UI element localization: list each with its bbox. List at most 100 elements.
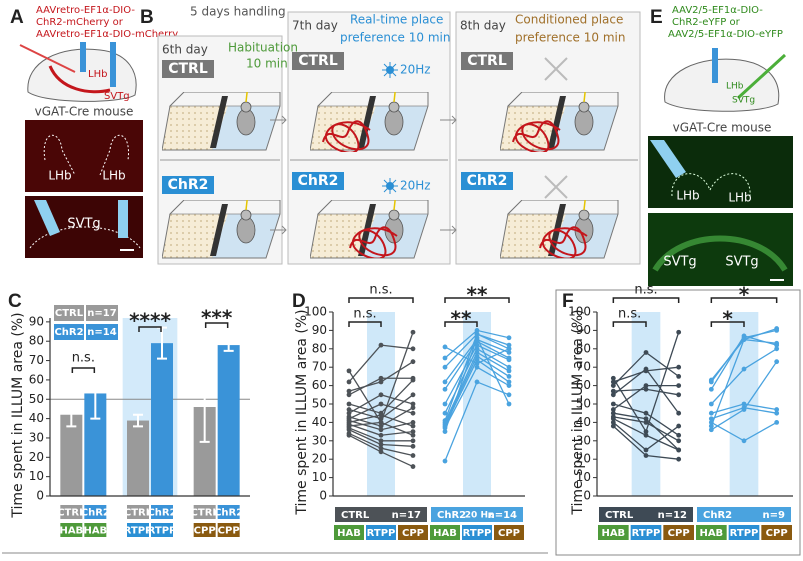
- subject-dot: [378, 427, 384, 433]
- phase-label: HAB: [59, 526, 83, 537]
- group-n: n=14: [488, 510, 517, 521]
- injection: [19, 44, 76, 73]
- image-label: SVTg: [725, 255, 758, 270]
- subject-dot: [676, 456, 682, 462]
- subject-dot: [506, 379, 512, 385]
- subject-dot: [346, 407, 352, 412]
- panel-letter: E: [650, 7, 663, 28]
- subject-dot: [643, 432, 649, 438]
- y-tick-label: 80: [576, 341, 591, 355]
- group-label: CTRL: [124, 508, 153, 519]
- subject-dot: [643, 350, 649, 355]
- brain-label: SVTg: [732, 96, 755, 106]
- phase-label: CPP: [498, 528, 520, 539]
- subject-dot: [708, 423, 714, 429]
- subject-dot: [741, 337, 747, 342]
- significance-bracket: [612, 321, 647, 327]
- subject-dot: [474, 335, 480, 341]
- mouse-label: vGAT-Cre mouse: [673, 121, 772, 135]
- subject-dot: [610, 379, 616, 385]
- subject-dot: [610, 420, 616, 425]
- subject-dot: [474, 364, 480, 370]
- panel-letter: B: [140, 7, 154, 28]
- image-label: LHb: [728, 191, 751, 205]
- histology-image: [648, 136, 793, 208]
- y-tick-label: 0: [319, 489, 327, 503]
- subject-dot: [610, 423, 616, 429]
- image-label: LHb: [676, 189, 699, 203]
- subject-dot: [378, 375, 384, 381]
- subject-dot: [474, 346, 480, 352]
- subject-dot: [610, 410, 616, 416]
- phase-label: HAB: [433, 528, 457, 539]
- subject-dot: [346, 379, 352, 385]
- stim-label: 20Hz: [400, 63, 431, 77]
- significance-bracket: [710, 321, 745, 327]
- bar: [84, 393, 107, 496]
- legend-n: n=17: [87, 308, 116, 319]
- subject-dot: [378, 423, 384, 429]
- subject-dot: [442, 386, 448, 392]
- subject-dot: [378, 449, 384, 455]
- no-light-icon: [544, 57, 568, 199]
- phase-label: RTPP: [463, 528, 492, 539]
- subject-dot: [676, 392, 682, 398]
- subject-dot: [474, 379, 480, 385]
- legend-swatch: [54, 305, 84, 321]
- bar: [151, 343, 173, 496]
- subject-dot: [506, 383, 512, 388]
- subject-dot: [378, 379, 384, 385]
- phase-label: HAB: [83, 526, 107, 537]
- phase-box: [193, 523, 216, 537]
- group-tag-label: ChR2: [467, 173, 508, 189]
- day-label: 7th day: [292, 19, 338, 33]
- group-tag-label: ChR2: [298, 173, 339, 189]
- y-tick-label: 70: [312, 360, 327, 374]
- subject-dot: [643, 416, 649, 422]
- group-tag: [461, 52, 513, 70]
- phase-label: RTPP: [730, 528, 759, 539]
- y-tick-label: 30: [29, 430, 44, 444]
- significance-bracket: [204, 322, 229, 328]
- significance-label: n.s.: [369, 283, 392, 298]
- significance-bracket: [444, 297, 510, 303]
- group-tag-label: CTRL: [298, 53, 338, 69]
- subject-dot: [442, 401, 448, 407]
- light-icon: [382, 178, 398, 194]
- subject-dot: [410, 453, 416, 458]
- handling-label: 5 days handling: [190, 5, 286, 19]
- subject-dot: [708, 401, 714, 407]
- subject-dot: [410, 420, 416, 425]
- subject-dot: [610, 388, 616, 394]
- task-label: Habituation: [228, 41, 298, 55]
- group-box: [697, 507, 791, 522]
- legend-n: n=14: [87, 327, 116, 338]
- y-tick-label: 70: [576, 360, 591, 374]
- phase-box: [430, 525, 460, 540]
- image-label: LHb: [102, 169, 125, 183]
- phase-box: [630, 525, 662, 540]
- subject-dot: [741, 407, 747, 412]
- significance-bracket: [710, 297, 778, 303]
- virus-label: AAVretro-EF1α-DIO-: [36, 5, 135, 16]
- subject-dot: [643, 386, 649, 392]
- subject-dot: [708, 427, 714, 433]
- phase-box: [761, 525, 792, 540]
- subject-dot: [610, 407, 616, 412]
- subject-dot: [410, 359, 416, 365]
- virus-label: AAV2/5-EF1α-DIO-eYFP: [668, 29, 783, 40]
- phase-label: RTPP: [148, 526, 177, 537]
- significance-label: n.s.: [353, 307, 376, 322]
- scale-bar: [120, 249, 134, 251]
- phase-box: [151, 523, 173, 537]
- group-box: [193, 505, 216, 519]
- light-icon-part: [382, 62, 398, 78]
- subject-dot: [610, 383, 616, 388]
- panel-letter: F: [562, 291, 574, 312]
- subject-dot: [442, 458, 448, 464]
- subject-dot: [506, 392, 512, 398]
- subject-dot: [643, 420, 649, 425]
- panel-b: 5 days handling 6th day Habituation 10 m…: [157, 5, 641, 265]
- phase-box: [728, 525, 760, 540]
- group-tag-label: ChR2: [168, 177, 209, 193]
